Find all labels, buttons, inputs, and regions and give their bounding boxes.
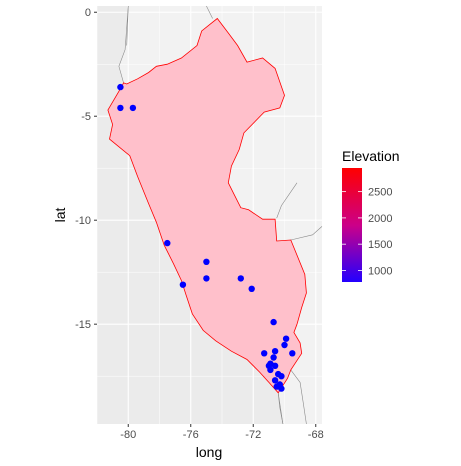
- data-point: [271, 348, 279, 355]
- data-point: [281, 341, 288, 349]
- data-point: [278, 385, 285, 392]
- data-point: [270, 354, 277, 361]
- legend-tick-label: 2500: [368, 187, 392, 199]
- coastline-north: [118, 5, 129, 83]
- data-point: [237, 275, 244, 282]
- data-point: [267, 366, 274, 374]
- neighbor-border: [206, 5, 213, 19]
- country-peru: [107, 17, 307, 394]
- y-tick-label: -10: [75, 215, 91, 227]
- coastline-south: [277, 392, 284, 425]
- data-point: [282, 335, 290, 342]
- data-point: [289, 350, 296, 357]
- data-point: [203, 275, 210, 282]
- ocean-area: [97, 6, 283, 424]
- axes: -80 -76 -72 -68 0 -5 -10 -15: [75, 7, 324, 441]
- data-point: [203, 258, 210, 265]
- neighbor-border: [290, 369, 307, 425]
- y-tick-label: -15: [75, 319, 91, 331]
- legend-colorbar: [342, 168, 362, 282]
- y-axis-title: lat: [52, 208, 68, 223]
- y-tick-label: 0: [85, 7, 91, 19]
- neighbor-border: [276, 182, 298, 219]
- x-tick-label: -76: [183, 429, 199, 441]
- x-tick-label: -72: [245, 429, 261, 441]
- data-point: [278, 373, 285, 380]
- y-tick-label: -5: [81, 111, 91, 123]
- legend-tick-label: 1000: [368, 265, 392, 277]
- data-point: [179, 281, 187, 288]
- legend-tick-label: 1500: [368, 239, 392, 251]
- data-point: [117, 83, 124, 91]
- data-point: [271, 377, 279, 384]
- color-legend: Elevation 1000 1500 2000 2500: [342, 148, 400, 282]
- data-point: [248, 285, 255, 292]
- x-axis-title: long: [196, 444, 222, 460]
- legend-title: Elevation: [342, 148, 400, 164]
- x-tick-label: -68: [308, 429, 324, 441]
- x-tick-label: -80: [120, 429, 136, 441]
- data-point: [129, 104, 137, 112]
- data-point: [261, 350, 268, 357]
- data-point: [117, 104, 124, 112]
- data-point: [270, 318, 277, 326]
- data-point: [164, 239, 171, 247]
- legend-tick-label: 2000: [368, 213, 392, 225]
- neighbor-border: [290, 226, 323, 241]
- data-point: [271, 362, 279, 369]
- plot-panel: [96, 5, 323, 425]
